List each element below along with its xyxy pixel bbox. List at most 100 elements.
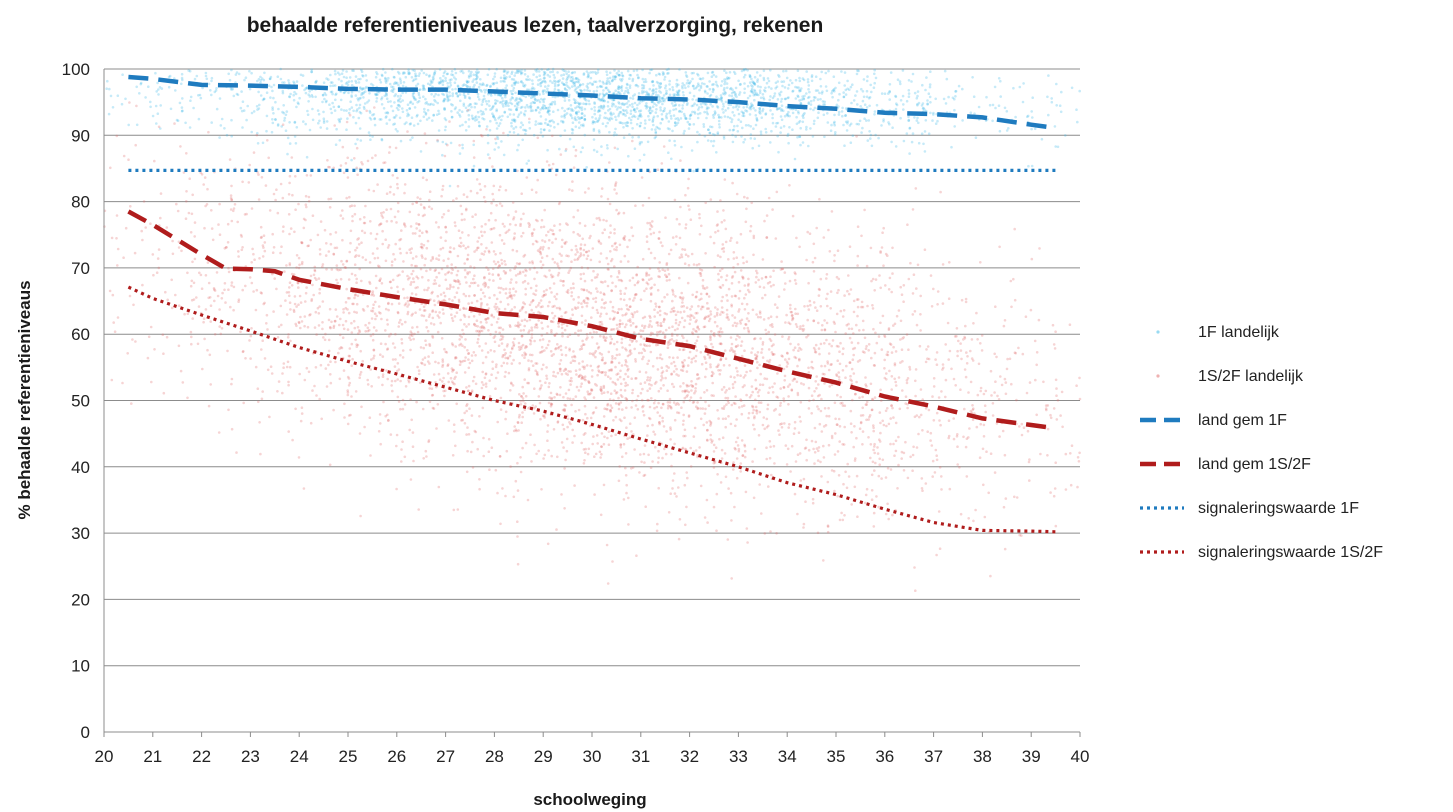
scatter-point [722, 385, 726, 389]
scatter-point [926, 99, 929, 102]
scatter-point [905, 132, 909, 135]
scatter-point [769, 141, 772, 144]
scatter-point [629, 109, 633, 113]
scatter-point [719, 313, 722, 316]
scatter-point [728, 71, 732, 74]
scatter-point [723, 80, 727, 84]
scatter-point [934, 122, 938, 125]
scatter-point [514, 479, 518, 483]
scatter-point [180, 249, 183, 253]
scatter-point [596, 110, 600, 113]
scatter-point [652, 91, 655, 95]
scatter-point [412, 96, 416, 100]
scatter-point [615, 373, 618, 376]
scatter-point [817, 383, 820, 386]
scatter-point [433, 98, 436, 102]
scatter-point [932, 113, 935, 116]
scatter-point [861, 406, 864, 410]
scatter-point [743, 195, 746, 199]
scatter-point [508, 223, 512, 226]
scatter-point [678, 109, 682, 113]
scatter-point [519, 456, 522, 459]
scatter-point [506, 70, 510, 74]
scatter-point [847, 475, 851, 478]
scatter-point [885, 378, 888, 381]
scatter-point [385, 192, 389, 195]
scatter-point [204, 74, 208, 78]
scatter-point [915, 97, 919, 100]
scatter-point [499, 93, 502, 97]
scatter-point [734, 135, 737, 138]
scatter-point [210, 121, 213, 124]
scatter-point [519, 217, 523, 221]
scatter-point [874, 76, 878, 80]
scatter-point [479, 188, 482, 192]
scatter-point [521, 105, 524, 109]
scatter-point [521, 123, 525, 127]
scatter-point [579, 329, 583, 332]
scatter-point [654, 128, 657, 131]
scatter-point [248, 276, 252, 279]
scatter-point [553, 82, 557, 86]
scatter-point [474, 74, 478, 77]
scatter-point [671, 129, 674, 133]
scatter-point [216, 294, 220, 298]
scatter-point [475, 81, 479, 84]
scatter-point [466, 426, 469, 429]
scatter-point [712, 116, 715, 119]
scatter-point [927, 92, 931, 95]
scatter-point [791, 111, 795, 115]
scatter-point [716, 254, 720, 257]
scatter-point [683, 262, 687, 266]
scatter-point [346, 117, 349, 120]
scatter-point [270, 85, 273, 89]
scatter-point [134, 340, 137, 343]
scatter-point [658, 422, 661, 426]
scatter-point [293, 302, 297, 306]
scatter-point [570, 403, 573, 407]
scatter-point [798, 119, 802, 123]
scatter-point [495, 127, 499, 130]
scatter-point [540, 334, 544, 337]
scatter-point [546, 304, 550, 308]
scatter-point [367, 188, 371, 192]
scatter-point [984, 410, 987, 414]
scatter-point [465, 81, 469, 84]
scatter-point [197, 94, 200, 97]
scatter-point [584, 102, 587, 106]
scatter-point [300, 412, 304, 415]
scatter-point [787, 403, 790, 406]
scatter-point [276, 123, 280, 126]
scatter-point [782, 80, 786, 83]
scatter-point [398, 105, 402, 108]
scatter-point [923, 130, 927, 133]
scatter-point [846, 79, 849, 83]
scatter-point [642, 86, 646, 90]
scatter-point [558, 79, 561, 82]
scatter-point [582, 272, 585, 276]
scatter-point [571, 109, 575, 112]
scatter-point [626, 105, 629, 109]
scatter-point [799, 126, 802, 130]
scatter-point [681, 82, 684, 85]
scatter-point [779, 131, 782, 134]
scatter-point [427, 116, 431, 120]
scatter-point [519, 72, 523, 76]
scatter-point [335, 278, 338, 282]
scatter-point [491, 273, 495, 276]
scatter-point [582, 73, 586, 76]
scatter-point [442, 312, 445, 315]
scatter-point [538, 351, 542, 354]
scatter-point [689, 80, 692, 83]
scatter-point [481, 98, 485, 102]
scatter-point [614, 75, 617, 79]
scatter-point [585, 332, 589, 336]
scatter-point [589, 258, 593, 262]
scatter-point [749, 75, 752, 78]
scatter-point [870, 489, 874, 492]
scatter-point [477, 115, 481, 119]
scatter-point [1005, 129, 1009, 132]
scatter-point [807, 88, 810, 91]
scatter-point [672, 114, 676, 117]
scatter-point [653, 308, 656, 312]
